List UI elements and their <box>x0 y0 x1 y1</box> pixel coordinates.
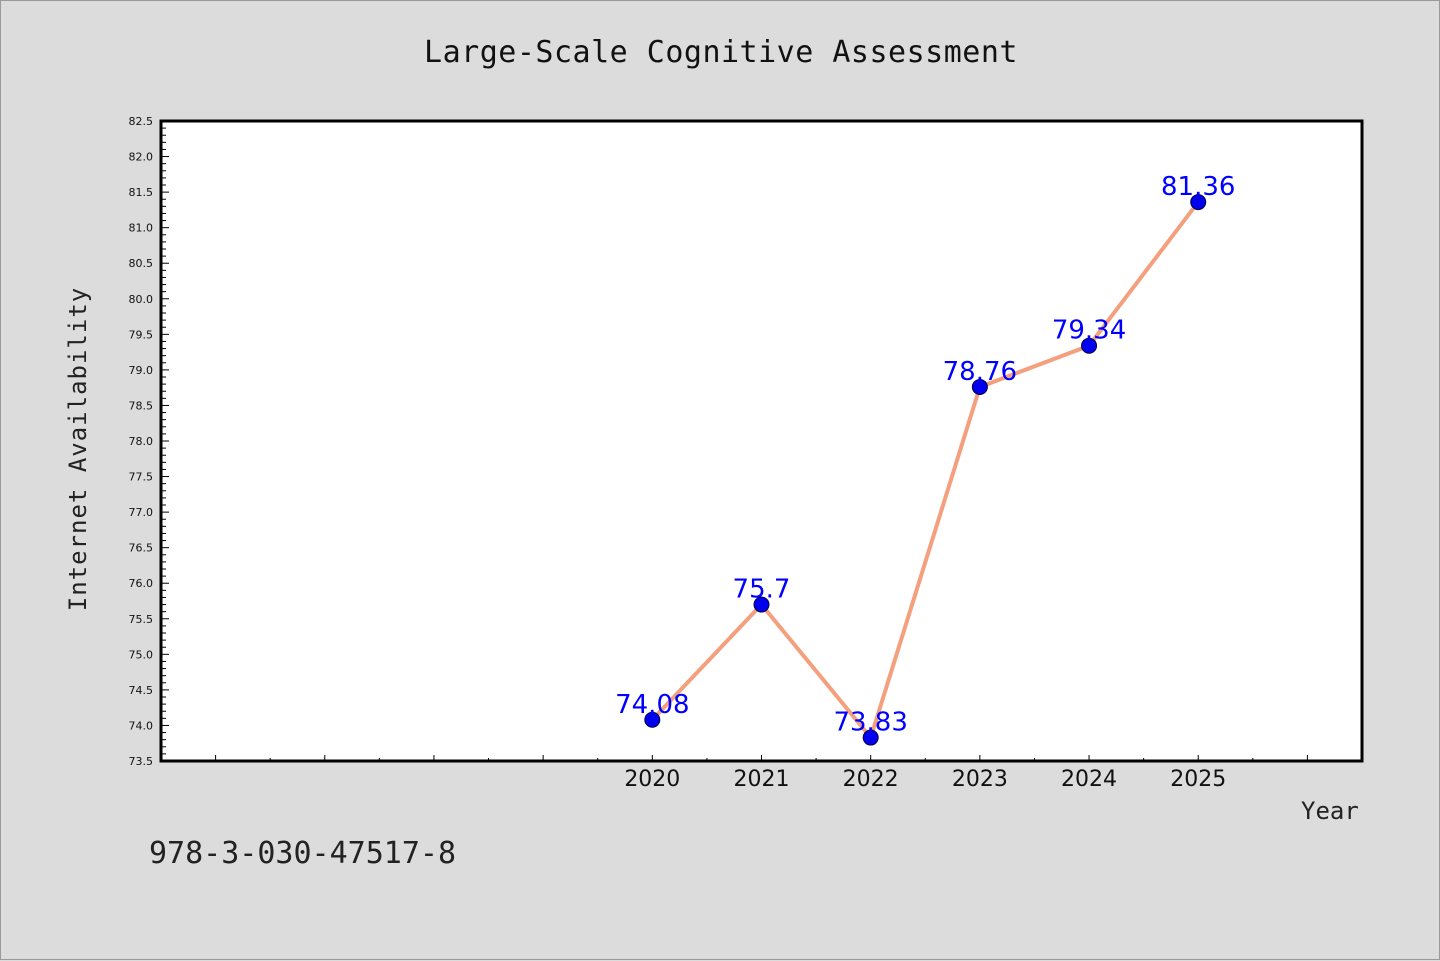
x-tick-label: 2020 <box>624 767 680 792</box>
y-tick-label: 79.0 <box>129 364 154 377</box>
chart-title: Large-Scale Cognitive Assessment <box>424 35 1018 70</box>
y-tick-label: 75.5 <box>129 613 154 626</box>
x-tick-label: 2023 <box>952 767 1008 792</box>
y-tick-label: 80.0 <box>129 293 154 306</box>
x-tick-label: 2024 <box>1061 767 1117 792</box>
x-tick-label: 2022 <box>843 767 899 792</box>
data-point-marker <box>1190 194 1207 211</box>
data-label: 81.36 <box>1161 172 1235 202</box>
y-tick-label: 78.5 <box>129 399 154 412</box>
series-line <box>650 200 1201 740</box>
y-tick-label: 75.0 <box>129 648 154 661</box>
data-point-marker <box>644 711 661 728</box>
y-tick-label: 80.5 <box>129 257 154 270</box>
y-tick-label: 78.0 <box>129 435 154 448</box>
data-label: 78.76 <box>943 357 1017 387</box>
plot-background <box>161 121 1362 761</box>
data-label: 73.83 <box>833 708 907 738</box>
footnote-isbn: 978-3-030-47517-8 <box>149 836 457 871</box>
data-point-marker <box>753 596 770 613</box>
y-tick-label: 74.0 <box>129 719 154 732</box>
data-label: 79.34 <box>1052 316 1126 346</box>
data-label: 74.08 <box>615 690 689 720</box>
y-tick-label: 76.5 <box>129 542 154 555</box>
data-label: 75.7 <box>733 575 791 605</box>
y-tick-label: 81.5 <box>129 186 154 199</box>
x-tick-label: 2021 <box>734 767 790 792</box>
y-tick-label: 74.5 <box>129 684 154 697</box>
y-tick-label: 79.5 <box>129 328 154 341</box>
y-tick-label: 81.0 <box>129 222 154 235</box>
y-tick-label: 82.5 <box>129 115 154 128</box>
x-axis-label: Year <box>1301 797 1359 825</box>
data-point-marker <box>862 729 879 746</box>
y-tick-label: 77.0 <box>129 506 154 519</box>
y-tick-label: 77.5 <box>129 471 154 484</box>
y-tick-label: 76.0 <box>129 577 154 590</box>
x-tick-label: 2025 <box>1170 767 1226 792</box>
y-tick-label: 82.0 <box>129 151 154 164</box>
y-tick-label: 73.5 <box>129 755 154 768</box>
data-point-marker <box>971 378 988 395</box>
data-point-marker <box>1081 337 1098 354</box>
plot-frame <box>159 119 1364 763</box>
